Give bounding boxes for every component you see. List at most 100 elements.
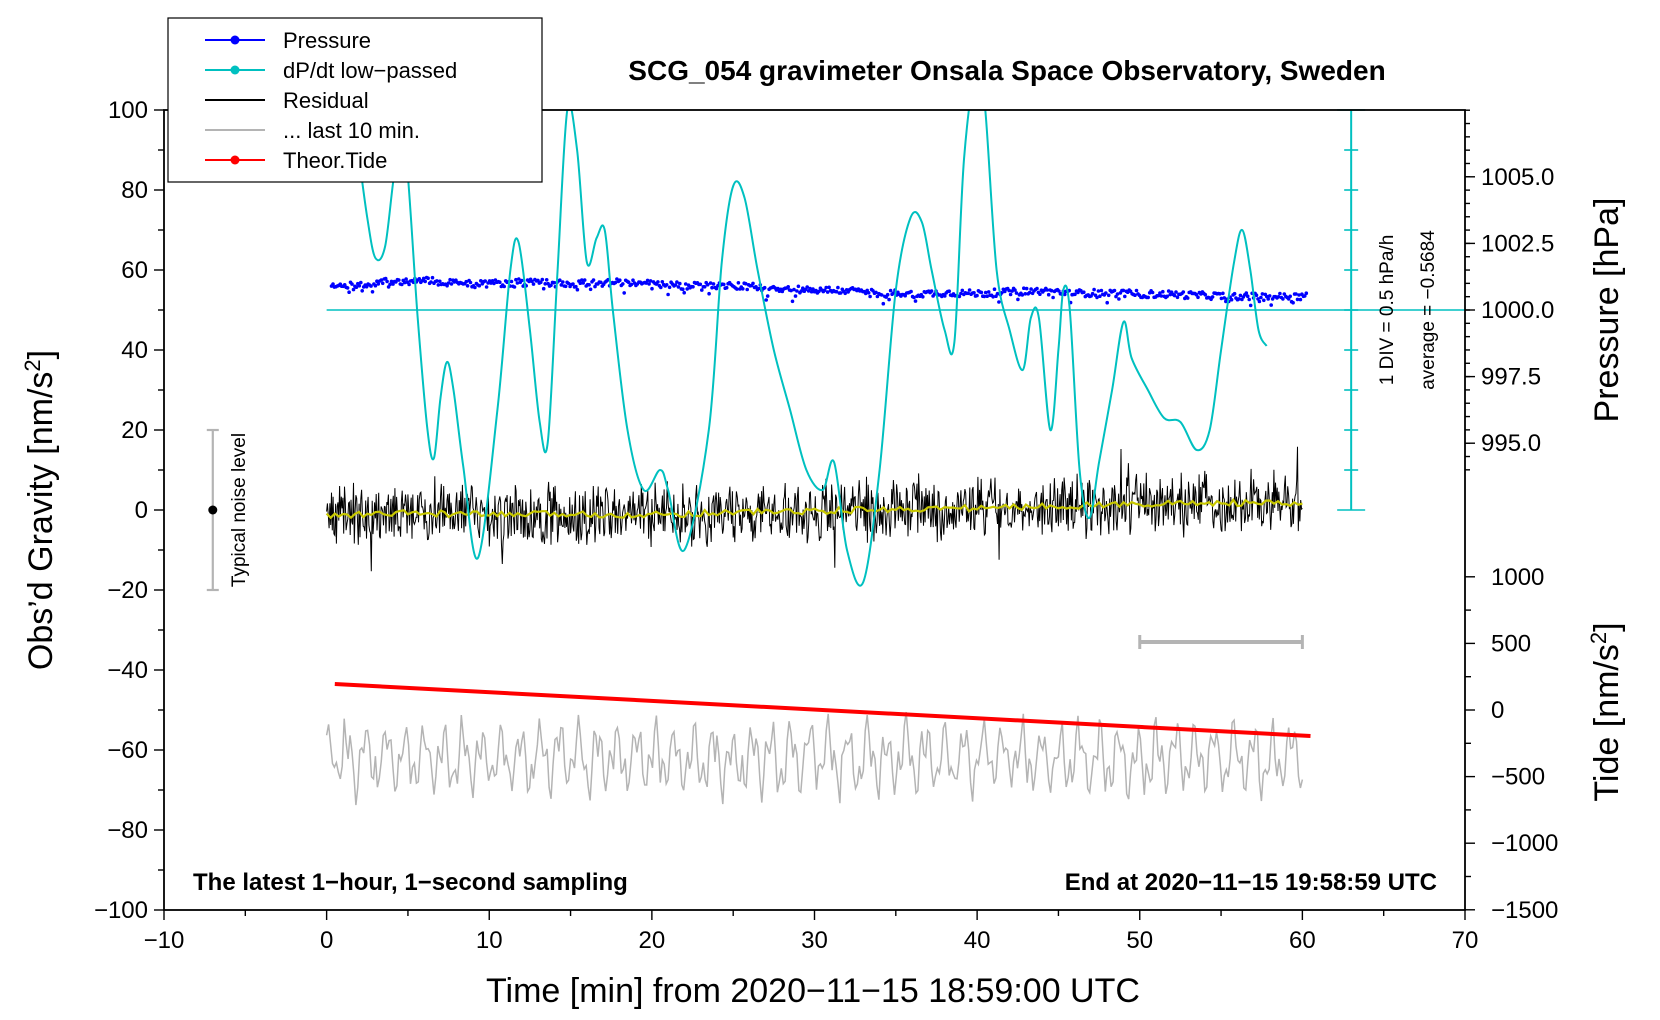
pressure-point <box>836 285 840 290</box>
pressure-point <box>599 280 603 285</box>
x-tick-label: 20 <box>639 927 666 954</box>
pressure-point <box>1007 288 1011 293</box>
pressure-point <box>1262 298 1266 303</box>
pressure-point <box>629 282 634 287</box>
pressure-point <box>397 278 401 282</box>
pressure-point <box>776 286 780 291</box>
pressure-point <box>745 287 749 292</box>
pressure-point <box>514 277 518 282</box>
y-tick-label: −80 <box>107 817 148 844</box>
pressure-point <box>1020 293 1025 297</box>
pressure-tick-label: 1000.0 <box>1481 297 1554 324</box>
pressure-point <box>492 281 496 286</box>
pressure-point <box>402 280 407 285</box>
pressure-point <box>536 278 540 283</box>
pressure-point <box>1095 295 1099 300</box>
tide-tick-label: −1500 <box>1491 897 1558 924</box>
pressure-point <box>502 284 507 289</box>
pressure-point <box>484 285 489 289</box>
tide-tick-label: −500 <box>1491 764 1545 791</box>
pressure-point <box>1023 292 1028 296</box>
y-tick-label: 60 <box>121 257 148 284</box>
pressure-point <box>417 277 422 281</box>
pressure-point <box>1045 288 1049 292</box>
pressure-point <box>972 291 976 295</box>
pressure-point <box>376 282 381 286</box>
pressure-point <box>1238 293 1243 298</box>
pressure-point <box>1008 292 1013 297</box>
pressure-point <box>888 288 893 293</box>
pressure-point <box>373 283 378 288</box>
pressure-point <box>581 281 585 285</box>
pressure-point <box>389 279 394 284</box>
pressure-point <box>992 287 997 292</box>
pressure-point <box>1098 294 1102 299</box>
pressure-point <box>645 278 650 283</box>
pressure-point <box>1158 291 1162 295</box>
pressure-point <box>903 293 907 298</box>
pressure-point <box>1185 296 1190 300</box>
x-axis-title: Time [min] from 2020−11−15 18:59:00 UTC <box>486 972 1140 1010</box>
pressure-point <box>407 282 411 287</box>
pressure-point <box>1014 291 1019 295</box>
pressure-point <box>1104 291 1108 295</box>
dpdt-average-label: average = −0.5684 <box>1418 230 1439 390</box>
pressure-point <box>558 278 562 283</box>
pressure-point <box>1196 295 1200 300</box>
pressure-point <box>780 289 785 294</box>
pressure-point <box>1099 288 1104 293</box>
pressure-point <box>1304 291 1309 296</box>
y-tick-label: −20 <box>107 577 148 604</box>
pressure-point <box>1281 297 1285 301</box>
pressure-point <box>811 287 815 291</box>
pressure-point <box>549 283 553 288</box>
pressure-point <box>561 280 565 284</box>
series-group <box>325 110 1465 806</box>
pressure-point <box>790 299 795 304</box>
pressure-point <box>705 282 710 287</box>
pressure-point <box>1161 289 1165 294</box>
pressure-point <box>351 287 356 292</box>
pressure-point <box>686 283 691 288</box>
pressure-point <box>1057 289 1061 293</box>
pressure-point <box>1114 294 1118 299</box>
pressure-point <box>517 277 521 281</box>
pressure-point <box>1288 294 1292 299</box>
pressure-point <box>448 277 452 282</box>
pressure-point <box>449 282 454 286</box>
pressure-point <box>1247 297 1251 302</box>
pressure-point <box>509 279 514 284</box>
pressure-point <box>1022 286 1026 291</box>
tide-tick-label: 0 <box>1491 697 1504 724</box>
pressure-point <box>1134 288 1139 293</box>
pressure-point <box>571 282 575 286</box>
pressure-point <box>621 282 625 286</box>
pressure-point <box>1133 293 1137 298</box>
pressure-point <box>979 290 984 295</box>
pressure-point <box>1027 290 1032 295</box>
y-tick-label: −100 <box>94 897 148 924</box>
pressure-point <box>464 279 469 284</box>
pressure-point <box>947 289 951 294</box>
pressure-point <box>1090 291 1095 296</box>
pressure-point <box>1266 297 1270 301</box>
pressure-point <box>789 288 793 293</box>
legend-label: Theor.Tide <box>283 148 387 173</box>
series-last10-line <box>325 711 1304 806</box>
pressure-point <box>714 286 719 291</box>
pressure-point <box>515 281 520 285</box>
pressure-point <box>498 280 502 285</box>
pressure-point <box>1203 292 1208 297</box>
pressure-point <box>1174 290 1178 294</box>
pressure-point <box>997 300 1001 304</box>
pressure-point <box>991 295 995 299</box>
pressure-point <box>477 283 482 288</box>
pressure-point <box>479 279 483 283</box>
pressure-point <box>735 287 739 291</box>
pressure-point <box>468 280 473 285</box>
pressure-point <box>743 281 748 286</box>
pressure-point <box>1181 290 1186 294</box>
pressure-point <box>1222 296 1227 300</box>
pressure-point <box>666 292 670 297</box>
legend-label: Pressure <box>283 28 371 53</box>
